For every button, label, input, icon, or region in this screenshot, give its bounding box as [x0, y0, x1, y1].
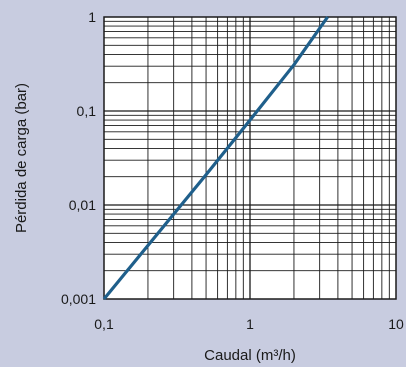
x-axis-title: Caudal (m³/h) — [204, 347, 296, 364]
y-tick-label: 0,01 — [69, 197, 96, 213]
plot-frame — [103, 16, 397, 300]
y-axis-ticks: 0,001 0,01 0,1 1 — [61, 9, 96, 307]
x-tick-label: 10 — [388, 316, 404, 332]
x-tick-label: 1 — [246, 316, 254, 332]
x-axis-ticks: 0,1 1 10 — [94, 316, 404, 332]
y-tick-label: 0,1 — [77, 103, 97, 119]
series-line-1 — [102, 16, 329, 301]
grid — [104, 17, 396, 299]
x-tick-label: 0,1 — [94, 316, 114, 332]
y-tick-label: 0,001 — [61, 291, 96, 307]
y-axis-title: Pérdida de carga (bar) — [13, 83, 30, 233]
series-layer — [102, 16, 329, 301]
y-tick-label: 1 — [88, 9, 96, 25]
